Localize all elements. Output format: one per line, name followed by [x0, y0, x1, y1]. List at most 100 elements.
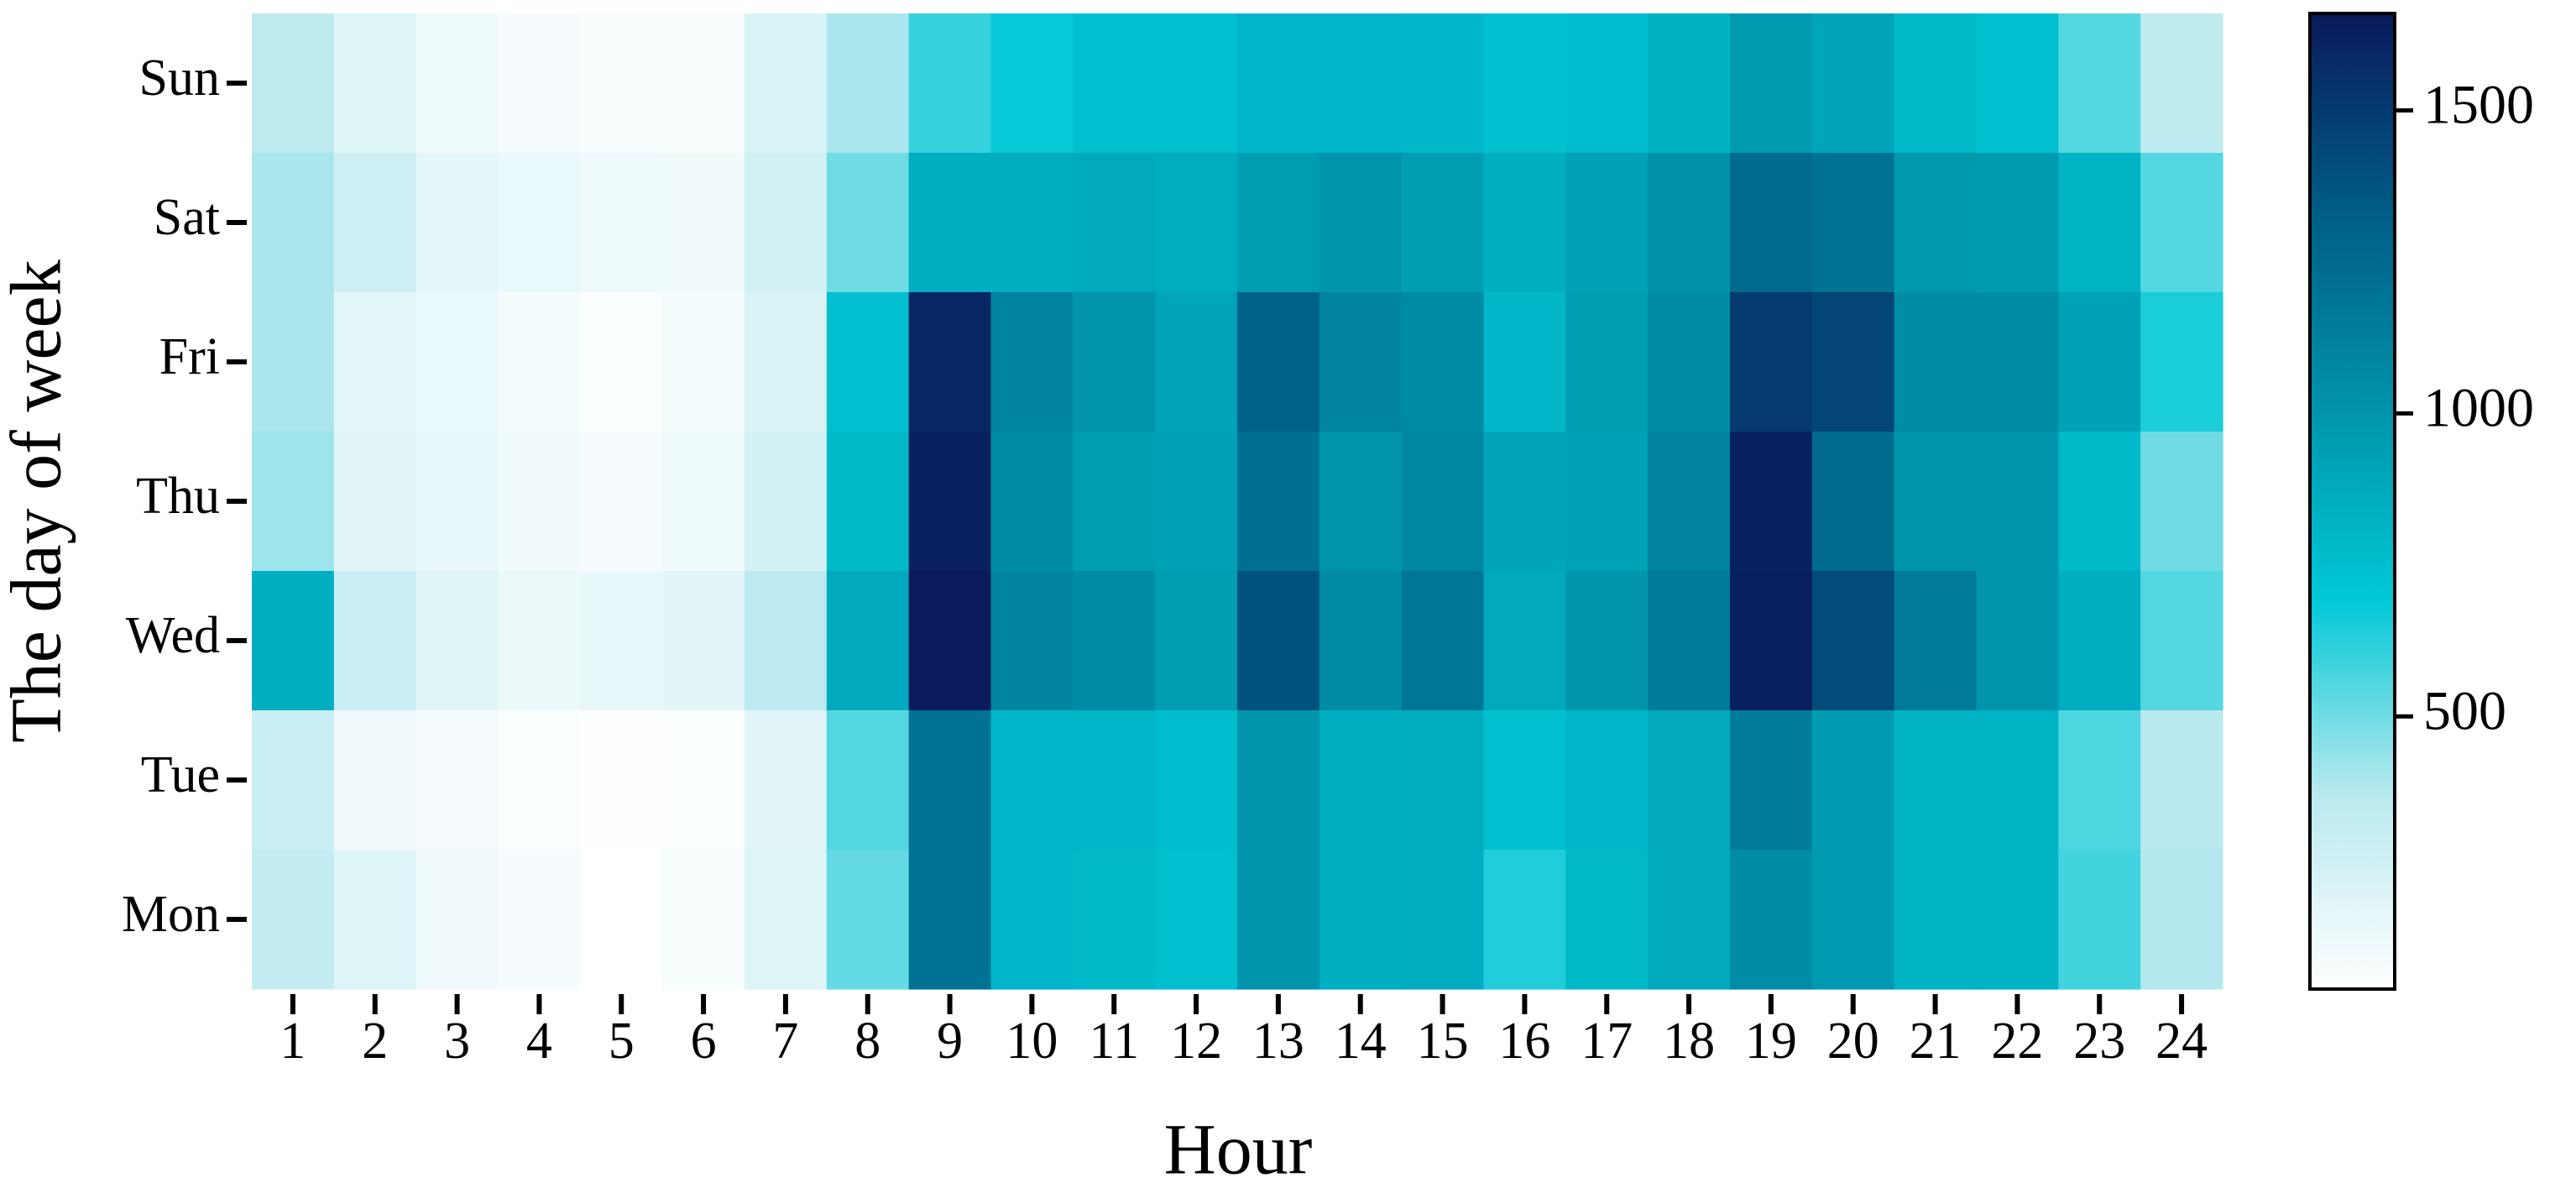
heatmap-cell — [1319, 153, 1403, 293]
heatmap-cell — [252, 710, 335, 851]
heatmap-cell — [1730, 13, 1813, 154]
heatmap-cell — [498, 153, 581, 293]
heatmap-cell — [333, 850, 417, 990]
heatmap-cell — [1648, 710, 1731, 851]
heatmap-cell — [333, 571, 417, 711]
heatmap-cell — [1401, 432, 1485, 572]
heatmap-cell — [1237, 13, 1320, 154]
heatmap-cell — [1894, 710, 1978, 851]
heatmap-cell — [1565, 850, 1649, 990]
heatmap-cell — [252, 153, 335, 293]
heatmap-cell — [908, 850, 992, 990]
heatmap-cell — [1811, 292, 1895, 432]
heatmap-cell — [333, 13, 417, 154]
heatmap-cell — [1237, 710, 1320, 851]
heatmap-cell — [415, 710, 499, 851]
x-tick-label: 15 — [1417, 1013, 1469, 1070]
heatmap-cell — [990, 850, 1074, 990]
heatmap-cell — [1155, 153, 1238, 293]
heatmap-cell — [252, 432, 335, 572]
heatmap-cell — [1976, 292, 2059, 432]
heatmap-cell — [1730, 292, 1813, 432]
x-tick-label: 2 — [362, 1013, 388, 1070]
x-tick-label: 13 — [1252, 1013, 1304, 1070]
heatmap-cell — [333, 432, 417, 572]
heatmap-cell — [1894, 850, 1978, 990]
x-tick-label: 21 — [1910, 1013, 1962, 1070]
heatmap-cell — [580, 571, 663, 711]
heatmap-cell — [2140, 850, 2223, 990]
heatmap-cell — [745, 850, 828, 990]
heatmap-cell — [415, 850, 499, 990]
heatmap-cell — [580, 710, 663, 851]
heatmap-cell — [2140, 571, 2223, 711]
colorbar-tick-label: 1500 — [2423, 75, 2534, 136]
heatmap-cell — [662, 850, 745, 990]
heatmap-cell — [1730, 710, 1813, 851]
heatmap-cell — [415, 571, 499, 711]
heatmap-cell — [498, 850, 581, 990]
heatmap-cell — [1648, 571, 1731, 711]
heatmap-cell — [252, 292, 335, 432]
x-tick-label: 14 — [1335, 1013, 1387, 1070]
heatmap-cell — [498, 432, 581, 572]
heatmap-cell — [580, 153, 663, 293]
x-tick-label: 8 — [854, 1013, 880, 1070]
x-tick-label: 3 — [444, 1013, 470, 1070]
heatmap-cell — [580, 850, 663, 990]
x-tick-label: 10 — [1006, 1013, 1058, 1070]
heatmap-cell — [1730, 571, 1813, 711]
heatmap-cell — [1401, 850, 1485, 990]
heatmap-cell — [990, 571, 1074, 711]
heatmap-cell — [1319, 13, 1403, 154]
heatmap-cell — [1073, 292, 1156, 432]
heatmap-cell — [1730, 153, 1813, 293]
heatmap-cell — [415, 153, 499, 293]
heatmap-cell — [1894, 571, 1978, 711]
heatmap-cell — [1976, 571, 2059, 711]
heatmap-cell — [1565, 432, 1649, 572]
heatmap-cell — [1237, 292, 1320, 432]
x-tick-label: 23 — [2073, 1013, 2125, 1070]
heatmap-cell — [662, 292, 745, 432]
heatmap-cell — [826, 13, 910, 154]
heatmap-cell — [1073, 153, 1156, 293]
heatmap-cell — [826, 292, 910, 432]
heatmap-cell — [990, 13, 1074, 154]
heatmap-cell — [252, 850, 335, 990]
colorbar — [2308, 12, 2396, 991]
heatmap-cell — [498, 710, 581, 851]
heatmap-cell — [1319, 432, 1403, 572]
heatmap-cell — [1155, 13, 1238, 154]
heatmap-cell — [1565, 13, 1649, 154]
heatmap-cell — [1648, 432, 1731, 572]
y-axis-title: The day of week — [0, 259, 76, 742]
heatmap-cell — [908, 13, 992, 154]
heatmap-cell — [333, 153, 417, 293]
heatmap-cell — [2058, 13, 2141, 154]
heatmap-cell — [1976, 710, 2059, 851]
heatmap-cell — [1976, 13, 2059, 154]
heatmap-cell — [1155, 850, 1238, 990]
colorbar-tick-label: 1000 — [2423, 377, 2534, 438]
heatmap-cell — [2140, 432, 2223, 572]
heatmap-cell — [1976, 850, 2059, 990]
heatmap-cell — [1730, 850, 1813, 990]
heatmap-cell — [1730, 432, 1813, 572]
heatmap-cell — [908, 571, 992, 711]
heatmap-cell — [745, 292, 828, 432]
heatmap-cell — [826, 710, 910, 851]
x-axis-title: Hour — [1164, 1109, 1313, 1190]
heatmap-cell — [1483, 850, 1566, 990]
heatmap-cell — [1073, 13, 1156, 154]
heatmap-cell — [1976, 153, 2059, 293]
heatmap-cell — [1073, 432, 1156, 572]
heatmap-cell — [908, 153, 992, 293]
heatmap-cell — [1648, 13, 1731, 154]
heatmap-cell — [1565, 292, 1649, 432]
x-tick-label: 11 — [1089, 1013, 1139, 1070]
heatmap-cell — [662, 153, 745, 293]
heatmap-cell — [1401, 153, 1485, 293]
heatmap-cell — [908, 432, 992, 572]
